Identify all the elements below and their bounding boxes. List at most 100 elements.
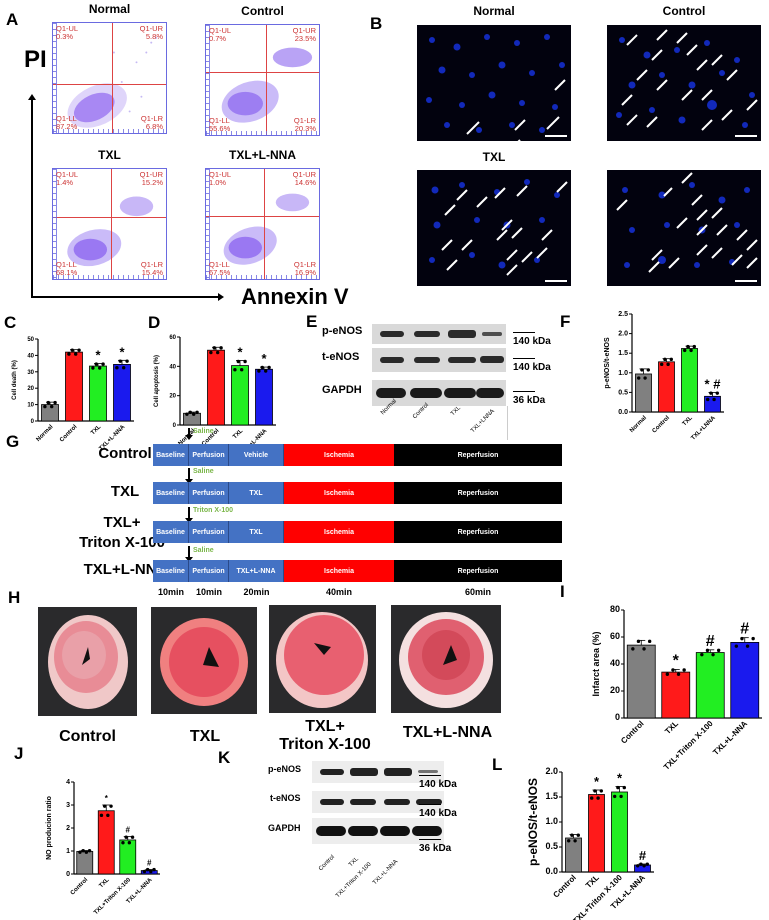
quadrant-ul-value: 0.3% xyxy=(56,32,74,41)
annexin-axis-label: Annexin V xyxy=(241,284,349,309)
time-label: 40min xyxy=(325,587,352,597)
panel-letter-c: C xyxy=(4,313,17,332)
flow-plot-control: Q1-UL 0.7% Q1-UR 23.5% Q1-LL 55.6% Q1-LR 20.… xyxy=(205,24,320,136)
panel-letter-i: I xyxy=(560,582,565,601)
svg-text:#: # xyxy=(740,621,749,638)
lane-label: TXL+Triton X-100 xyxy=(335,861,373,900)
svg-text:80: 80 xyxy=(610,604,620,614)
quadrant-label: Q1-UR xyxy=(292,170,316,179)
lane-label: TXL+L-NNA xyxy=(372,859,400,887)
injection-arrow-icon xyxy=(185,546,193,562)
group-label-control: Control xyxy=(98,445,152,462)
svg-text:TXL: TXL xyxy=(682,415,694,427)
svg-text:1.0: 1.0 xyxy=(618,370,628,377)
svg-text:10: 10 xyxy=(27,403,34,409)
blot-label-p-enos: p-eNOS xyxy=(268,764,302,774)
kda-marker: 140 kDa xyxy=(513,332,551,347)
timeline-row-control: Baseline Perfusion Vehicle Ischemia Repe… xyxy=(153,444,562,466)
agent-label: Saline xyxy=(193,547,214,554)
segment-baseline: Baseline xyxy=(153,444,189,466)
quadrant-label: Q1-LL xyxy=(209,116,230,125)
quadrant-label: Q1-LR xyxy=(293,116,316,125)
segment-ischemia: Ischemia xyxy=(284,482,394,504)
kda-marker: 36 kDa xyxy=(419,839,452,854)
quadrant-label: Q1-UR xyxy=(139,24,163,33)
flow-plot-txl: Q1-UL 1.4% Q1-UR 15.2% Q1-LL 68.1% Q1-LR 15.… xyxy=(52,168,167,280)
svg-text:TXL: TXL xyxy=(584,873,601,890)
quadrant-label: Q1-LR xyxy=(140,114,163,123)
svg-text:TXL: TXL xyxy=(232,428,244,440)
svg-text:TXL: TXL xyxy=(98,877,110,889)
quadrant-ur-value: 14.6% xyxy=(294,178,316,187)
heart-label-txl-triton: TXL+ Triton X-100 xyxy=(265,718,385,754)
segment-baseline: Baseline xyxy=(153,521,189,543)
svg-text:Cell death (%): Cell death (%) xyxy=(12,360,18,400)
svg-text:1.5: 1.5 xyxy=(618,350,628,357)
blot-p-enos xyxy=(372,324,506,344)
quadrant-label: Q1-LR xyxy=(140,260,163,269)
svg-text:*: * xyxy=(594,774,600,789)
quadrant-label: Q1-LL xyxy=(56,114,77,123)
heart-label-control: Control xyxy=(59,728,116,745)
segment-perfusion: Perfusion xyxy=(189,521,229,543)
svg-text:*: * xyxy=(119,344,125,359)
svg-text:2: 2 xyxy=(66,825,70,832)
svg-text:Control: Control xyxy=(70,877,90,897)
kda-marker: 140 kDa xyxy=(419,775,457,790)
group-label-txl: TXL xyxy=(110,483,140,500)
svg-text:20: 20 xyxy=(169,394,176,400)
group-label-line: Triton X-100 xyxy=(79,534,165,551)
heart-section-txl xyxy=(151,607,257,714)
quadrant-label: Q1-UL xyxy=(209,170,232,179)
svg-text:Infarct area (%): Infarct area (%) xyxy=(591,631,601,696)
svg-text:TXL: TXL xyxy=(90,424,102,436)
svg-text:#: # xyxy=(147,858,152,867)
quadrant-ur-value: 15.2% xyxy=(141,178,163,187)
time-label: 20min xyxy=(243,587,270,597)
blot-t-enos xyxy=(372,348,506,372)
panel-letter-j: J xyxy=(14,744,24,763)
blot-label-gapdh: GAPDH xyxy=(268,823,301,833)
panel-letter-f: F xyxy=(560,312,571,331)
svg-text:40: 40 xyxy=(169,364,176,370)
segment-ischemia: Ischemia xyxy=(284,560,394,582)
chart-peNOS-teNOS-E: 0.0 0.5 1.0 1.5 2.0 2.5 p-eNOS/t-eNOS Normal Con… xyxy=(596,300,736,442)
segment-perfusion: Perfusion xyxy=(189,560,229,582)
svg-text:20: 20 xyxy=(610,685,620,695)
segment-ischemia: Ischemia xyxy=(284,521,394,543)
injection-arrow-icon xyxy=(185,468,193,484)
svg-text:0: 0 xyxy=(31,419,35,425)
svg-text:TXL+LNNA: TXL+LNNA xyxy=(690,415,717,442)
pi-axis-line xyxy=(31,98,33,297)
lane-label: TXL xyxy=(348,856,361,869)
timeline-row-txl: Baseline Perfusion TXL Ischemia Reperfus… xyxy=(153,482,562,504)
micro-title-control: Control xyxy=(662,4,706,18)
svg-text:Control: Control xyxy=(59,424,79,444)
svg-text:#: # xyxy=(126,826,131,835)
panel-letter-e: E xyxy=(306,312,318,331)
svg-text:0: 0 xyxy=(615,712,620,722)
flow-plot-txl-lnna: Q1-UL 1.0% Q1-UR 14.6% Q1-LL 67.5% Q1-LR 16.… xyxy=(205,168,320,280)
quadrant-ll-value: 67.5% xyxy=(209,268,231,277)
svg-text:TXL: TXL xyxy=(663,719,680,736)
segment-treatment: TXL xyxy=(229,482,284,504)
pi-axis-label: PI xyxy=(24,46,47,73)
quadrant-label: Q1-UL xyxy=(56,24,79,33)
svg-text:*: * xyxy=(673,652,680,669)
quadrant-ul-value: 0.7% xyxy=(209,34,227,43)
svg-text:*: * xyxy=(237,344,243,359)
group-label-txl-triton: TXL+ Triton X-100 xyxy=(62,513,182,553)
svg-text:50: 50 xyxy=(27,337,34,343)
group-label-line: TXL+ xyxy=(103,514,141,531)
lane-label: TXL+LNNA xyxy=(470,408,496,435)
agent-label: Saline xyxy=(193,468,214,475)
svg-text:2.0: 2.0 xyxy=(618,331,628,338)
tunel-image-control xyxy=(607,25,761,141)
kda-marker: 36 kDa xyxy=(513,391,546,406)
quadrant-label: Q1-UL xyxy=(209,26,232,35)
blot-label-p-enos: p-eNOS xyxy=(322,325,363,337)
quadrant-label: Q1-LL xyxy=(56,260,77,269)
arrow-up-icon xyxy=(28,94,36,100)
svg-text:60: 60 xyxy=(169,335,176,341)
svg-text:40: 40 xyxy=(27,353,34,359)
